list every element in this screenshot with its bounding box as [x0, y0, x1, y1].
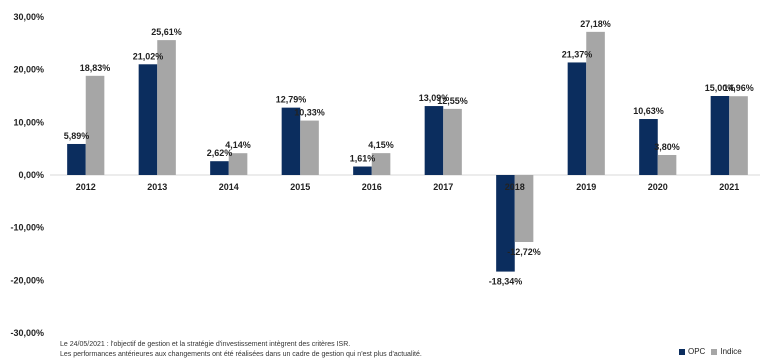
data-label-indice-2016: 4,15%: [368, 140, 394, 150]
data-label-opc-2020: 10,63%: [633, 106, 664, 116]
data-labels: 5,89% 18,83% 21,02% 25,61% 2,62%4,14% 12,79% 1…: [64, 19, 754, 287]
y-tick-label: -20,00%: [10, 275, 44, 285]
legend: OPC Indice: [679, 347, 742, 356]
bar-opc-2013: [138, 64, 158, 175]
data-label-indice-2013: 25,61%: [151, 27, 182, 37]
bar-opc-2018: [496, 175, 515, 272]
legend-swatch-opc: [679, 348, 685, 355]
bar-chart: 30,00% 20,00% 10,00% 0,00% -10,00% -20,00% -30…: [10, 12, 760, 338]
data-label-opc-2018: -18,34%: [489, 277, 523, 287]
bar-indice-2021: [729, 96, 748, 175]
category-label-2017: 2017: [433, 182, 453, 192]
footnote-isr: Le 24/05/2021 : l'objectif de gestion et…: [60, 341, 351, 348]
legend-label-indice: Indice: [720, 347, 742, 356]
y-tick-label: 30,00%: [13, 12, 44, 22]
data-label-opc-2012: 5,89%: [64, 131, 90, 141]
legend-label-opc: OPC: [688, 347, 706, 356]
category-label-2020: 2020: [648, 182, 668, 192]
data-label-indice-2018: -12,72%: [507, 247, 541, 257]
bar-indice-2019: [586, 31, 605, 175]
data-label-indice-2015: 10,33%: [294, 108, 325, 118]
data-label-opc-2019: 21,37%: [562, 49, 593, 59]
data-label-opc-2017: 13,09%: [419, 93, 450, 103]
category-label-2018: 2018: [505, 182, 525, 192]
bar-indice-2012: [85, 75, 105, 175]
category-label-2021: 2021: [719, 182, 739, 192]
x-axis-category-labels: 2012 2013 2014 2015 2016 2017 2018 2019 2020 2021: [76, 182, 740, 192]
bar-indice-2016: [371, 153, 391, 175]
category-label-2014: 2014: [219, 182, 239, 192]
data-label-indice-2021: 14,96%: [723, 83, 754, 93]
bar-indice-2020: [657, 154, 677, 175]
bar-indice-2014: [228, 153, 248, 175]
data-label-opc-2021: 15,00%: [705, 83, 736, 93]
bar-indice-2013: [157, 40, 176, 175]
data-label-opc-2015: 12,79%: [276, 95, 307, 105]
category-label-2012: 2012: [76, 182, 96, 192]
bars: [67, 31, 748, 272]
bar-indice-2018: [514, 175, 534, 242]
data-label-opc-2014: 2,62%: [207, 148, 233, 158]
data-label-indice-2014: 4,14%: [225, 140, 251, 150]
category-label-2019: 2019: [576, 182, 596, 192]
bar-opc-2020: [639, 119, 658, 175]
data-label-opc-2013: 21,02%: [133, 51, 164, 61]
y-tick-label: -30,00%: [10, 328, 44, 338]
bar-opc-2012: [67, 143, 86, 175]
bar-opc-2015: [281, 107, 301, 175]
bar-opc-2014: [210, 161, 229, 175]
data-label-indice-2019: 27,18%: [580, 19, 611, 29]
bar-indice-2015: [300, 120, 319, 175]
data-label-indice-2020: 3,80%: [654, 142, 680, 152]
legend-swatch-indice: [711, 348, 718, 355]
y-tick-label: 10,00%: [13, 117, 44, 127]
data-label-opc-2016: 1,61%: [350, 154, 376, 164]
bar-opc-2016: [353, 166, 372, 175]
bar-indice-2017: [443, 108, 462, 175]
y-tick-label: 0,00%: [18, 170, 44, 180]
bar-opc-2019: [567, 62, 587, 175]
data-label-indice-2017: 12,55%: [437, 96, 468, 106]
category-label-2013: 2013: [147, 182, 167, 192]
y-tick-label: 20,00%: [13, 65, 44, 75]
category-label-2015: 2015: [290, 182, 310, 192]
footnote-past-performance: Les performances antérieures aux changem…: [60, 351, 422, 358]
data-label-indice-2012: 18,83%: [80, 63, 111, 73]
category-label-2016: 2016: [362, 182, 382, 192]
bar-opc-2017: [424, 106, 444, 175]
y-tick-label: -10,00%: [10, 223, 44, 233]
bar-opc-2021: [710, 96, 730, 175]
